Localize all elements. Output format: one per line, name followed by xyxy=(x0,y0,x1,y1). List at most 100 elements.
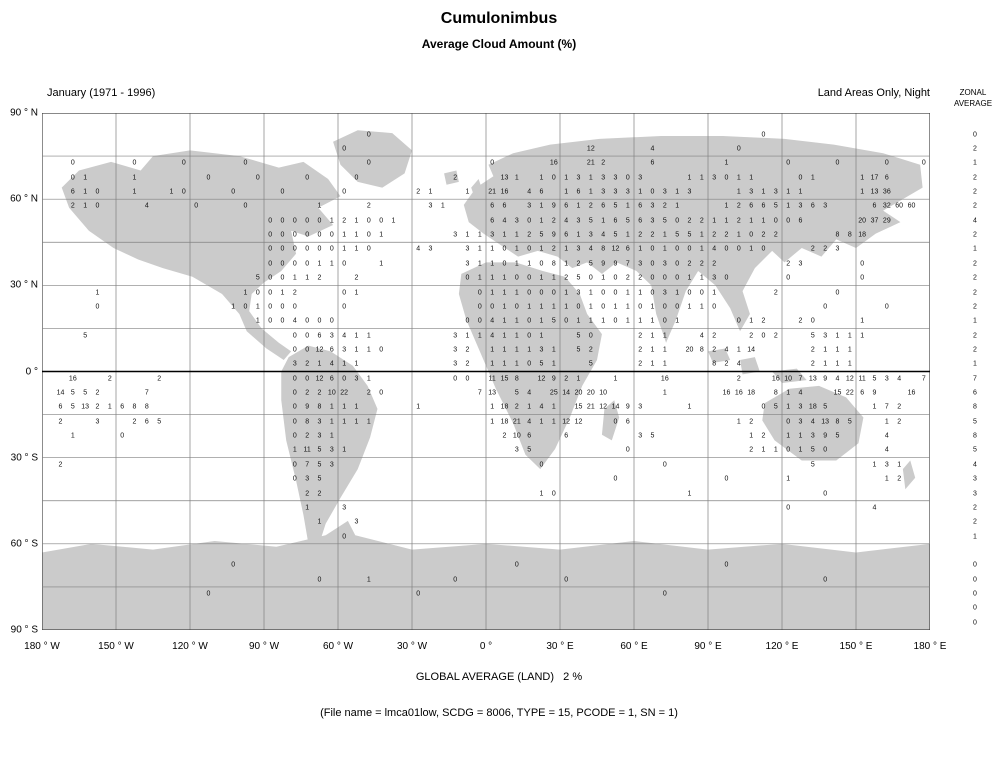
grid-value: 0 xyxy=(675,274,680,282)
zonal-average-value: 2 xyxy=(973,518,977,526)
grid-value: 1 xyxy=(872,403,877,411)
grid-value: 0 xyxy=(95,188,100,196)
grid-value: 3 xyxy=(453,346,458,354)
grid-value: 6 xyxy=(613,217,618,225)
lon-tick-label: 120 ° E xyxy=(765,641,799,652)
grid-value: 6 xyxy=(650,159,655,167)
grid-value: 9 xyxy=(551,202,556,210)
grid-value: 7 xyxy=(144,389,149,397)
grid-value: 5 xyxy=(613,202,618,210)
grid-value: 16 xyxy=(549,159,558,167)
grid-value: 6 xyxy=(884,174,889,182)
grid-value: 1 xyxy=(502,274,507,282)
grid-value: 2 xyxy=(366,389,371,397)
grid-value: 1 xyxy=(564,289,569,296)
lon-tick-label: 90 ° E xyxy=(694,641,722,652)
grid-value: 1 xyxy=(687,303,692,311)
grid-value: 1 xyxy=(773,446,778,454)
grid-value: 2 xyxy=(527,231,532,239)
grid-value: 1 xyxy=(724,159,729,167)
grid-value: 0 xyxy=(70,159,75,167)
grid-value: 1 xyxy=(379,260,384,268)
grid-value: 0 xyxy=(724,475,729,483)
grid-value: 0 xyxy=(650,188,655,196)
grid-value: 2 xyxy=(95,389,100,397)
grid-value: 8 xyxy=(305,418,310,426)
grid-value: 5 xyxy=(317,475,322,483)
grid-value: 37 xyxy=(870,217,879,225)
grid-value: 12 xyxy=(537,375,546,383)
grid-value: 5 xyxy=(157,418,162,426)
grid-value: 0 xyxy=(539,461,544,469)
grid-value: 1 xyxy=(786,403,791,411)
grid-value: 2 xyxy=(712,346,717,354)
grid-value: 2 xyxy=(823,245,828,253)
grid-value: 2 xyxy=(502,432,507,440)
grid-value: 0 xyxy=(884,159,889,167)
grid-value: 3 xyxy=(317,432,322,440)
grid-value: 0 xyxy=(786,159,791,167)
grid-value: 18 xyxy=(858,231,867,239)
grid-value: 20 xyxy=(574,389,583,397)
grid-value: 1 xyxy=(305,504,310,512)
grid-value: 16 xyxy=(722,389,731,397)
grid-value: 1 xyxy=(514,260,519,268)
grid-value: 8 xyxy=(144,403,149,411)
grid-value: 2 xyxy=(107,375,112,383)
grid-value: 1 xyxy=(687,174,692,182)
grid-value: 1 xyxy=(477,231,482,239)
grid-value: 2 xyxy=(749,418,754,426)
zonal-average-value: 2 xyxy=(973,188,977,196)
grid-value: 0 xyxy=(268,289,273,296)
grid-value: 0 xyxy=(342,188,347,196)
grid-value: 29 xyxy=(882,217,891,225)
grid-value: 1 xyxy=(551,403,556,411)
grid-value: 1 xyxy=(613,303,618,311)
grid-value: 1 xyxy=(601,317,606,325)
grid-value: 0 xyxy=(613,317,618,325)
grid-value: 0 xyxy=(329,317,334,325)
grid-value: 2 xyxy=(305,490,310,498)
grid-value: 1 xyxy=(761,446,766,454)
grid-value: 1 xyxy=(835,332,840,340)
grid-value: 1 xyxy=(749,245,754,253)
grid-value: 12 xyxy=(611,245,620,253)
grid-value: 0 xyxy=(527,289,532,296)
grid-value: 0 xyxy=(329,245,334,253)
grid-value: 0 xyxy=(527,317,532,325)
grid-value: 1 xyxy=(539,317,544,325)
grid-value: 2 xyxy=(810,360,815,368)
grid-value: 1 xyxy=(428,188,433,196)
grid-value: 1 xyxy=(366,418,371,426)
grid-value: 1 xyxy=(342,245,347,253)
grid-value: 0 xyxy=(292,346,297,354)
grid-value: 0 xyxy=(120,432,125,440)
grid-value: 2 xyxy=(317,490,322,498)
grid-value: 1 xyxy=(366,375,371,383)
grid-value: 2 xyxy=(712,332,717,340)
grid-value: 3 xyxy=(650,202,655,210)
grid-value: 4 xyxy=(490,317,495,325)
grid-value: 17 xyxy=(870,174,879,182)
grid-value: 1 xyxy=(551,303,556,311)
grid-value: 36 xyxy=(882,188,891,196)
grid-value: 0 xyxy=(342,303,347,311)
grid-value: 5 xyxy=(588,260,593,268)
grid-value: 3 xyxy=(305,475,310,483)
grid-value: 0 xyxy=(292,217,297,225)
grid-value: 2 xyxy=(650,231,655,239)
grid-value: 0 xyxy=(761,403,766,411)
grid-value: 3 xyxy=(329,446,334,454)
grid-value: 14 xyxy=(562,389,571,397)
grid-value: 2 xyxy=(601,159,606,167)
grid-value: 0 xyxy=(305,260,310,268)
grid-value: 1 xyxy=(786,389,791,397)
grid-value: 2 xyxy=(699,260,704,268)
grid-value: 1 xyxy=(354,332,359,340)
grid-value: 4 xyxy=(416,245,421,253)
grid-value: 1 xyxy=(736,346,741,354)
grid-value: 3 xyxy=(638,260,643,268)
grid-value: 3 xyxy=(342,346,347,354)
grid-value: 0 xyxy=(379,346,384,354)
grid-value: 0 xyxy=(453,576,458,584)
